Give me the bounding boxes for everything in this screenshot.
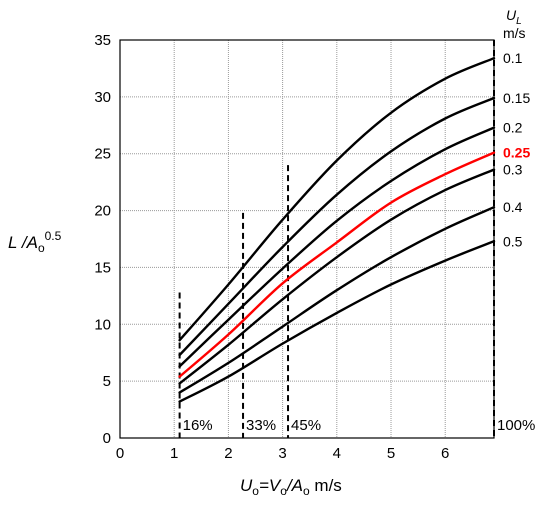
series-lines bbox=[178, 57, 496, 403]
x-axis-title: Uo=Vo/Ao m/s bbox=[240, 476, 342, 498]
y-tick-label: 15 bbox=[94, 259, 111, 276]
series-line-0.2 bbox=[178, 126, 496, 368]
y-tick-label: 30 bbox=[94, 89, 111, 106]
x-tick-label: 3 bbox=[278, 445, 286, 462]
series-label-0.4: 0.4 bbox=[503, 199, 523, 215]
percent-label: 100% bbox=[497, 417, 535, 434]
x-tick-label: 5 bbox=[387, 445, 395, 462]
y-tick-label: 35 bbox=[94, 32, 111, 49]
series-line-0.15 bbox=[178, 96, 496, 357]
series-line-0.3 bbox=[178, 168, 496, 385]
x-tick-label: 2 bbox=[224, 445, 232, 462]
y-tick-label: 25 bbox=[94, 146, 111, 163]
y-axis-title: L /Ao0.5 bbox=[8, 229, 62, 255]
plot-frame bbox=[119, 39, 495, 439]
series-label-0.15: 0.15 bbox=[503, 90, 530, 106]
series-line-0.25 bbox=[178, 151, 496, 378]
series-label-0.25: 0.25 bbox=[503, 145, 530, 161]
y-tick-label: 10 bbox=[94, 316, 111, 333]
series-label-0.1: 0.1 bbox=[503, 50, 523, 66]
percent-markers: 16% 33% 45% 100% bbox=[178, 40, 535, 438]
series-line-0.1 bbox=[178, 57, 496, 342]
y-tick-label: 0 bbox=[103, 430, 111, 447]
legend-unit: m/s bbox=[503, 25, 526, 41]
y-tick-label: 5 bbox=[103, 373, 111, 390]
x-tick-label: 6 bbox=[441, 445, 449, 462]
legend-title: UL bbox=[506, 7, 522, 27]
x-tick-label: 4 bbox=[333, 445, 341, 462]
grid bbox=[120, 40, 494, 438]
series-line-0.4 bbox=[178, 206, 496, 394]
percent-label: 33% bbox=[246, 417, 276, 434]
axis-ticks: 0 5 10 15 20 25 30 35 0 1 2 3 4 5 6 bbox=[94, 32, 449, 462]
series-label-0.2: 0.2 bbox=[503, 120, 523, 136]
y-tick-label: 20 bbox=[94, 203, 111, 220]
series-label-0.3: 0.3 bbox=[503, 162, 523, 178]
x-tick-label: 0 bbox=[116, 445, 124, 462]
series-line-0.5 bbox=[178, 240, 496, 403]
x-tick-label: 1 bbox=[170, 445, 178, 462]
series-label-0.5: 0.5 bbox=[503, 233, 523, 249]
percent-label: 45% bbox=[291, 417, 321, 434]
series-labels: 0.1 0.15 0.2 0.250.3 0.4 0.5 ULm/s bbox=[503, 7, 530, 249]
percent-label: 16% bbox=[183, 417, 213, 434]
axis-titles: Uo=Vo/Ao m/s L /Ao0.5 bbox=[8, 229, 342, 498]
